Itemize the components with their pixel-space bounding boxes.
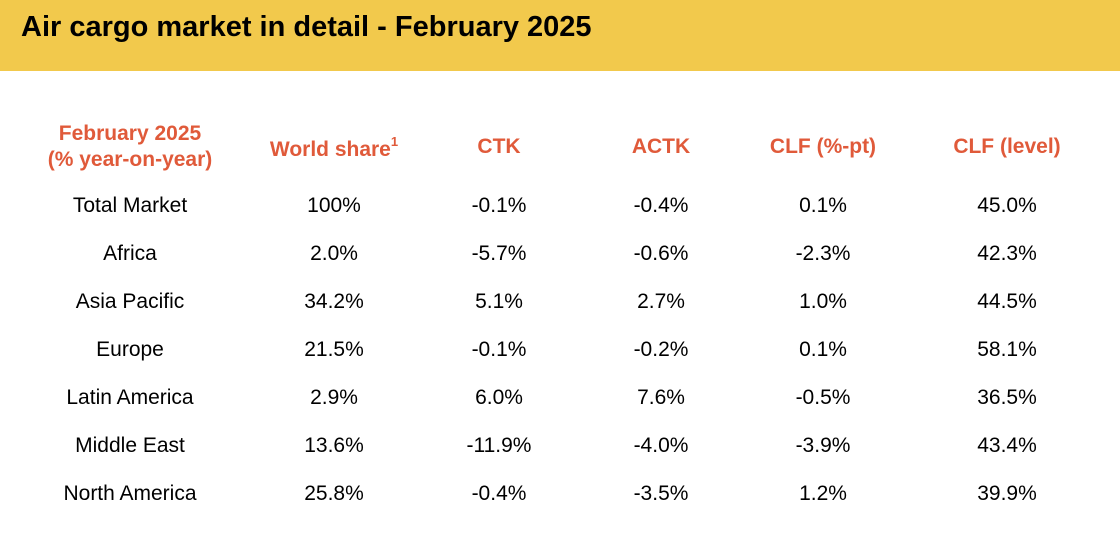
region-cell: Africa (103, 242, 157, 265)
clf-level-cell: 44.5% (977, 290, 1037, 313)
clf-pt-cell: -3.9% (795, 434, 851, 457)
page-title: Air cargo market in detail - February 20… (21, 11, 592, 43)
table-row: Africa 2.0% -5.7% -0.6% -2.3% 42.3% (10, 230, 1110, 278)
clf-pt-cell: 0.1% (799, 194, 847, 217)
clf-pt-cell: -0.5% (795, 386, 851, 409)
header-world-share: World share1 (250, 112, 418, 182)
table-row: Middle East 13.6% -11.9% -4.0% -3.9% 43.… (10, 422, 1110, 470)
clf-pt-cell: -2.3% (795, 242, 851, 265)
header-clf-level: CLF (level) (953, 135, 1061, 158)
ctk-cell: 5.1% (475, 290, 523, 313)
world-share-cell: 2.0% (310, 242, 358, 265)
actk-cell: -3.5% (633, 482, 689, 505)
clf-level-cell: 45.0% (977, 194, 1037, 217)
regional-data-table: February 2025 (% year-on-year) World sha… (10, 112, 1110, 518)
world-share-cell: 34.2% (304, 290, 364, 313)
ctk-cell: -11.9% (466, 434, 532, 457)
table-row: Total Market 100% -0.1% -0.4% 0.1% 45.0% (10, 182, 1110, 230)
actk-cell: -0.4% (633, 194, 689, 217)
header-row: February 2025 (% year-on-year) World sha… (10, 112, 1110, 182)
clf-pt-cell: 0.1% (799, 338, 847, 361)
world-share-cell: 100% (307, 194, 361, 217)
header-world-share-label: World share (269, 138, 391, 161)
region-cell: Total Market (72, 194, 188, 217)
region-cell: North America (63, 482, 197, 505)
actk-cell: -0.6% (633, 242, 689, 265)
region-cell: Latin America (66, 386, 194, 409)
clf-level-cell: 36.5% (977, 386, 1037, 409)
region-cell: Europe (96, 338, 164, 361)
actk-cell: 2.7% (637, 290, 685, 313)
world-share-cell: 25.8% (304, 482, 364, 505)
actk-cell: -4.0% (633, 434, 689, 457)
header-region: February 2025 (% year-on-year) (10, 112, 250, 182)
clf-level-cell: 39.9% (977, 482, 1037, 505)
header-clf-pt: CLF (%-pt) (769, 135, 877, 158)
ctk-cell: -0.4% (471, 482, 527, 505)
actk-cell: 7.6% (637, 386, 685, 409)
header-ctk: CTK (477, 135, 521, 158)
region-cell: Middle East (75, 434, 185, 457)
clf-level-cell: 42.3% (977, 242, 1037, 265)
clf-pt-cell: 1.2% (799, 482, 847, 505)
header-region-line2: (% year-on-year) (47, 148, 213, 171)
title-banner: Air cargo market in detail - February 20… (0, 0, 1120, 71)
ctk-cell: -5.7% (471, 242, 527, 265)
ctk-cell: -0.1% (471, 338, 527, 361)
actk-cell: -0.2% (633, 338, 689, 361)
clf-level-cell: 43.4% (977, 434, 1037, 457)
header-region-line1: February 2025 (58, 122, 202, 145)
world-share-footnote: 1 (390, 134, 399, 149)
table-row: Europe 21.5% -0.1% -0.2% 0.1% 58.1% (10, 326, 1110, 374)
ctk-cell: 6.0% (475, 386, 523, 409)
table-row: Asia Pacific 34.2% 5.1% 2.7% 1.0% 44.5% (10, 278, 1110, 326)
clf-pt-cell: 1.0% (799, 290, 847, 313)
region-cell: Asia Pacific (75, 290, 185, 313)
clf-level-cell: 58.1% (977, 338, 1037, 361)
world-share-cell: 2.9% (310, 386, 358, 409)
table-row: North America 25.8% -0.4% -3.5% 1.2% 39.… (10, 470, 1110, 518)
world-share-cell: 21.5% (304, 338, 364, 361)
header-actk: ACTK (631, 135, 691, 158)
ctk-cell: -0.1% (471, 194, 527, 217)
world-share-cell: 13.6% (304, 434, 364, 457)
table-row: Latin America 2.9% 6.0% 7.6% -0.5% 36.5% (10, 374, 1110, 422)
